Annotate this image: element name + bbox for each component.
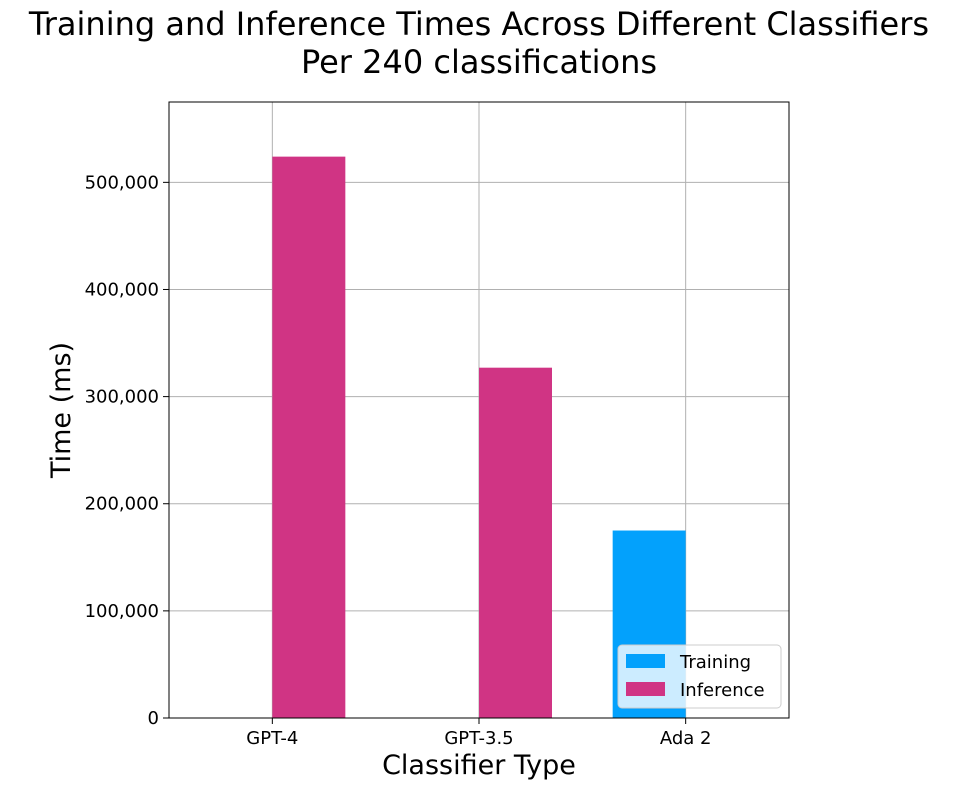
y-axis-label: Time (ms) — [46, 342, 77, 479]
y-tick-label: 100,000 — [85, 601, 159, 622]
x-tick-label: GPT-3.5 — [444, 728, 513, 749]
x-tick-label: Ada 2 — [660, 728, 712, 749]
legend-label-training: Training — [679, 652, 751, 673]
tick-marks — [163, 181, 687, 724]
y-tick-label: 0 — [148, 708, 159, 729]
x-axis-label: Classifier Type — [382, 750, 576, 781]
chart-title: Training and Inference Times Across Diff… — [28, 5, 930, 43]
y-tick-label: 400,000 — [85, 279, 159, 300]
bar-inference-gpt-4 — [272, 156, 346, 718]
x-tick-labels: GPT-4 GPT-3.5 Ada 2 — [246, 728, 711, 749]
bar-inference-gpt-3-5 — [479, 367, 552, 718]
y-tick-labels: 0 100,000 200,000 300,000 400,000 500,000 — [85, 172, 159, 729]
legend-label-inference: Inference — [680, 680, 765, 701]
y-tick-label: 500,000 — [85, 172, 159, 193]
bars-group — [272, 156, 686, 718]
legend: Training Inference — [617, 644, 782, 709]
legend-swatch-inference — [626, 682, 665, 696]
y-tick-label: 300,000 — [85, 387, 159, 408]
x-tick-label: GPT-4 — [246, 728, 298, 749]
y-tick-label: 200,000 — [85, 494, 159, 515]
chart-subtitle: Per 240 classifications — [300, 43, 658, 81]
legend-swatch-training — [626, 654, 665, 668]
